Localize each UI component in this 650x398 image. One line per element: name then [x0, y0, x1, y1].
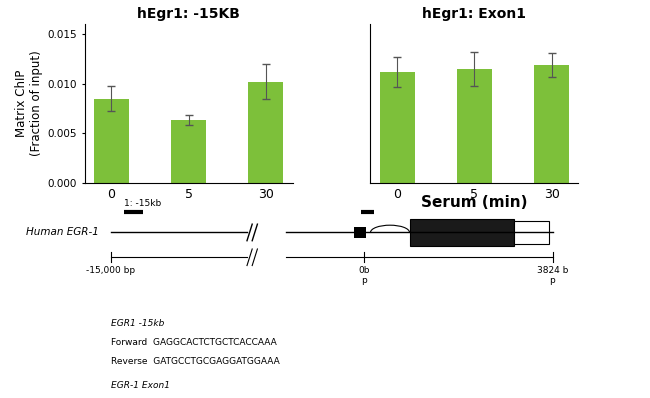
Text: -15,000 bp: -15,000 bp	[86, 265, 135, 275]
Text: Reverse  GATGCCTGCGAGGATGGAAA: Reverse GATGCCTGCGAGGATGGAAA	[111, 357, 280, 366]
FancyBboxPatch shape	[354, 227, 366, 238]
Text: Human EGR-1: Human EGR-1	[26, 227, 99, 238]
Text: EGR1 -15kb: EGR1 -15kb	[111, 319, 164, 328]
Y-axis label: Matrix ChIP
(Fraction of input): Matrix ChIP (Fraction of input)	[15, 51, 43, 156]
Text: 1: -15kb: 1: -15kb	[124, 199, 161, 208]
Bar	[534, 64, 569, 183]
FancyBboxPatch shape	[410, 219, 514, 246]
Bar	[380, 72, 415, 183]
Bar	[457, 68, 492, 183]
Text: 0b
p: 0b p	[358, 265, 370, 285]
Bar	[171, 120, 206, 183]
Title: hEgr1: -15KB: hEgr1: -15KB	[137, 7, 240, 21]
FancyBboxPatch shape	[514, 221, 549, 244]
Text: EGR-1 Exon1: EGR-1 Exon1	[111, 381, 170, 390]
Text: Forward  GAGGCACTCTGCTCACCAAA: Forward GAGGCACTCTGCTCACCAAA	[111, 338, 276, 347]
Bar	[248, 82, 283, 183]
Bar	[94, 98, 129, 183]
Text: Serum (min): Serum (min)	[421, 195, 528, 210]
Title: hEgr1: Exon1: hEgr1: Exon1	[422, 7, 526, 21]
Text: 3824 b
p: 3824 b p	[537, 265, 568, 285]
